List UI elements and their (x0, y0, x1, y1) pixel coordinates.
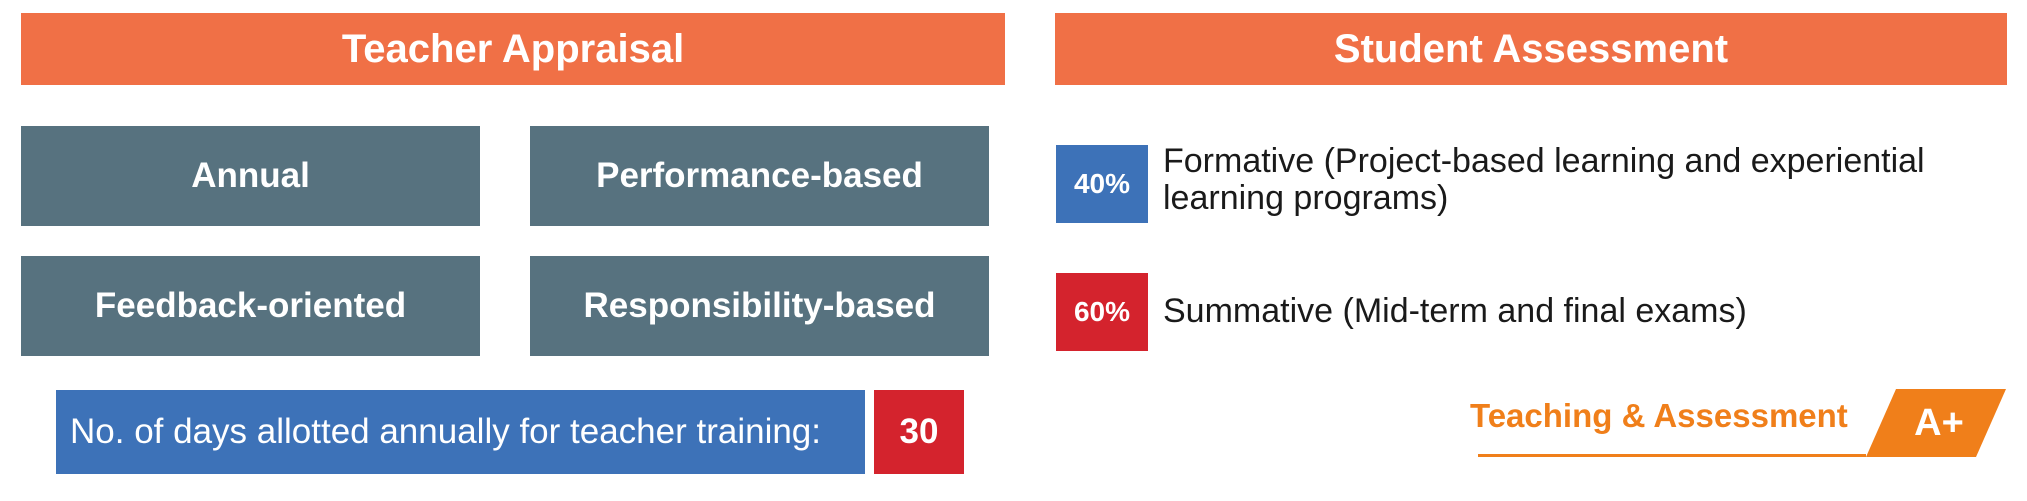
appraisal-tile-feedback-oriented: Feedback-oriented (21, 256, 480, 356)
appraisal-tile-responsibility-based: Responsibility-based (530, 256, 989, 356)
student-assessment-header: Student Assessment (1055, 13, 2007, 85)
appraisal-tile-annual: Annual (21, 126, 480, 226)
formative-description: Formative (Project-based learning and ex… (1163, 142, 1925, 217)
teacher-appraisal-header: Teacher Appraisal (21, 13, 1005, 85)
logo-text: Teaching & Assessment (1470, 397, 1848, 434)
grade-badge-icon (1866, 389, 2006, 457)
formative-percent-badge: 40% (1056, 145, 1148, 223)
grade-text: A+ (1914, 401, 1964, 444)
summative-percent-badge: 60% (1056, 273, 1148, 351)
appraisal-tile-performance-based: Performance-based (530, 126, 989, 226)
summative-description: Summative (Mid-term and final exams) (1163, 292, 1747, 330)
training-days-label: No. of days allotted annually for teache… (56, 390, 865, 474)
training-days-value: 30 (874, 390, 964, 474)
logo-underline (1478, 454, 1866, 457)
